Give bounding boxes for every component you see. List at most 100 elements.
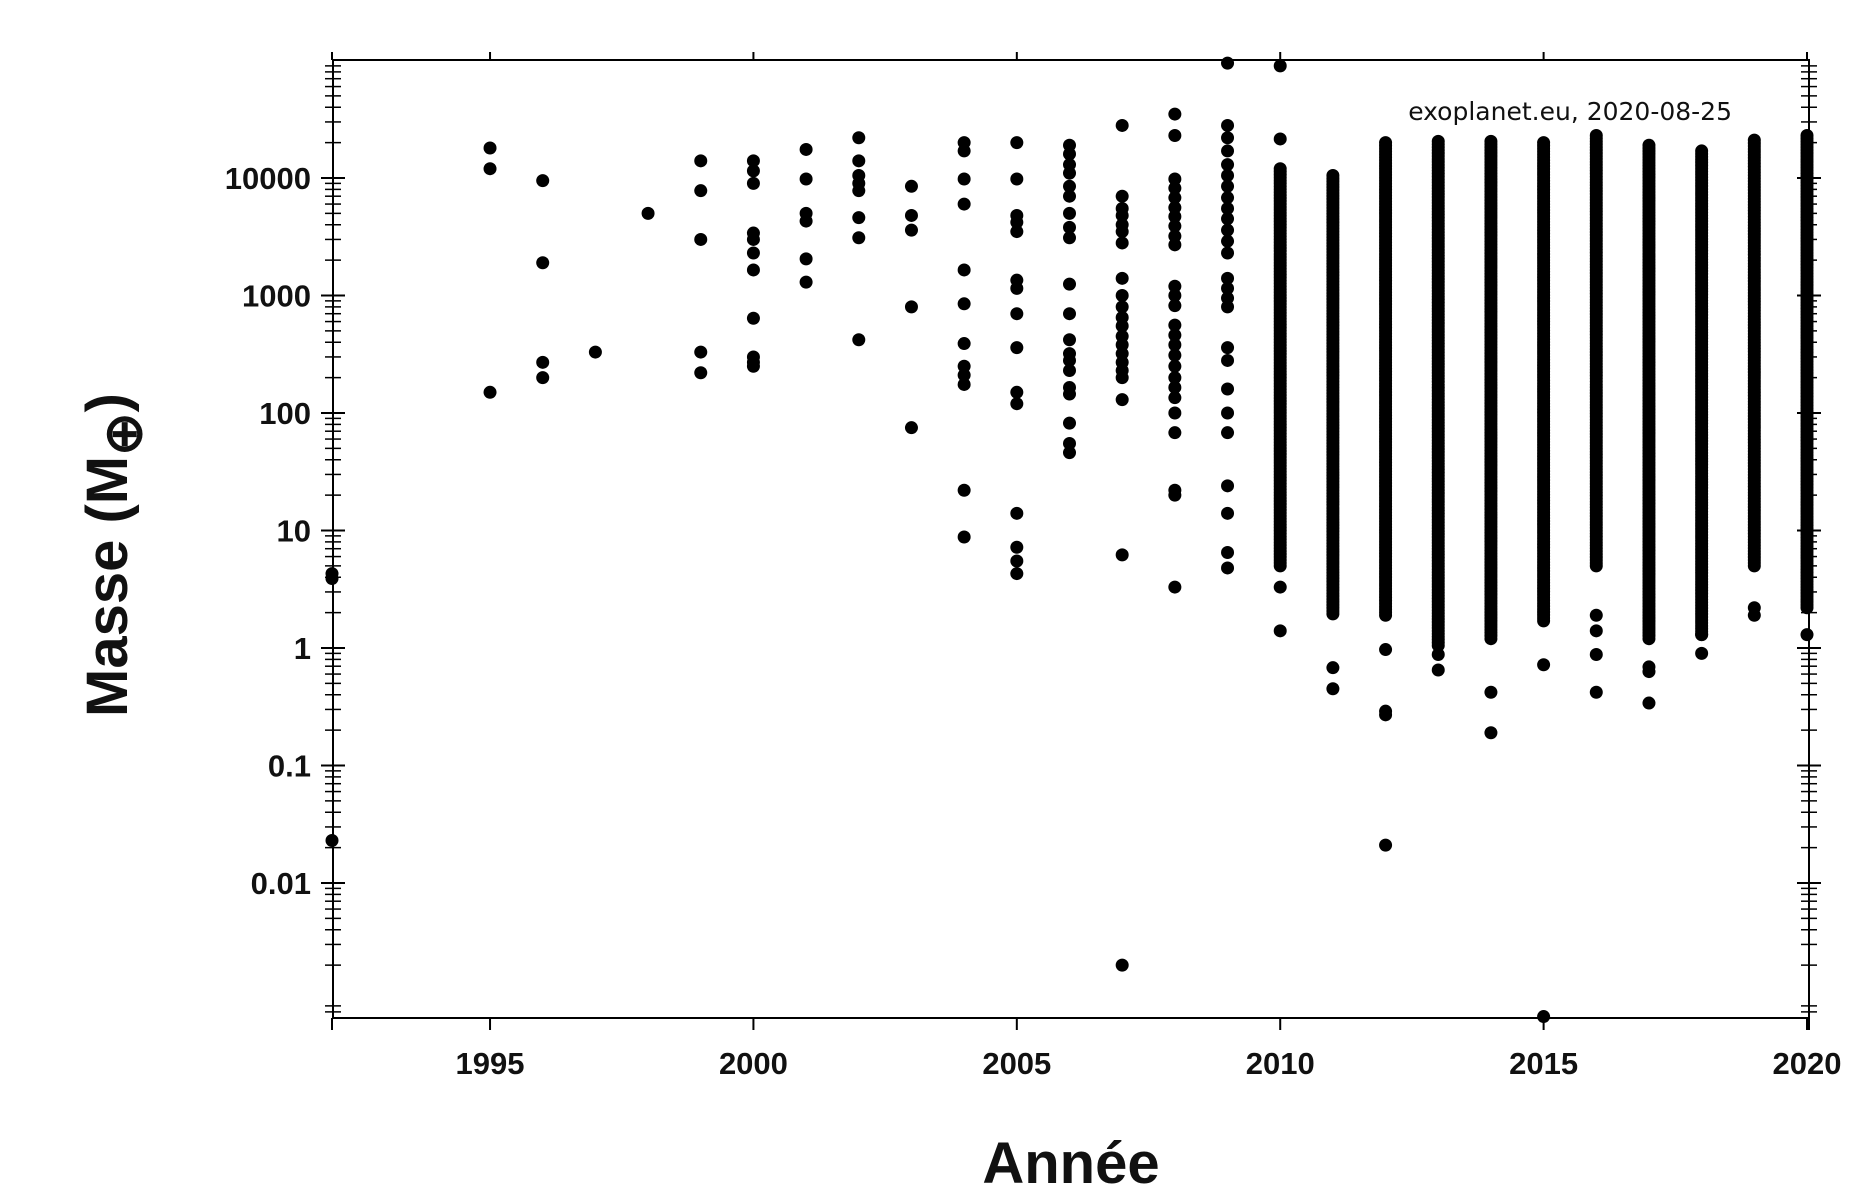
data-point	[852, 154, 866, 168]
data-point	[1010, 540, 1024, 554]
data-point	[1010, 215, 1024, 229]
data-point	[641, 206, 655, 220]
data-point	[1695, 646, 1709, 660]
y-axis-title-text: Masse (M	[75, 456, 140, 717]
data-point	[1221, 246, 1235, 260]
data-point	[957, 263, 971, 277]
data-point	[1484, 134, 1498, 148]
data-point	[1747, 133, 1761, 147]
data-point	[1431, 648, 1445, 662]
data-point	[746, 246, 760, 260]
data-point	[536, 371, 550, 385]
data-point	[1010, 385, 1024, 399]
data-point	[799, 172, 813, 186]
data-point	[1326, 169, 1340, 183]
data-point	[483, 141, 497, 155]
plot-frame	[332, 59, 1810, 1019]
data-point	[1221, 382, 1235, 396]
data-point	[1168, 181, 1182, 195]
data-point	[1326, 661, 1340, 675]
data-point	[1010, 506, 1024, 520]
data-point	[1063, 387, 1076, 401]
data-point	[852, 184, 866, 198]
x-tick-label: 2010	[1246, 1046, 1315, 1081]
y-axis-title: Masse (M⊕)	[75, 393, 153, 717]
data-point	[1589, 648, 1603, 662]
data-point	[1115, 118, 1129, 132]
data-point	[1010, 567, 1024, 581]
data-point	[1589, 685, 1603, 699]
data-point	[1010, 225, 1024, 239]
data-point	[1115, 271, 1129, 285]
data-point	[1431, 134, 1445, 148]
data-point	[1221, 131, 1235, 145]
data-point	[1168, 289, 1182, 302]
data-points	[325, 56, 1814, 1024]
data-point	[1221, 191, 1235, 205]
data-point	[1221, 561, 1235, 575]
data-point	[1115, 958, 1129, 972]
data-point	[1221, 212, 1235, 226]
data-point	[1010, 281, 1024, 295]
data-point	[957, 368, 971, 382]
data-point	[1642, 138, 1656, 152]
data-point	[1063, 277, 1076, 291]
data-point	[1168, 338, 1182, 352]
data-point	[1221, 281, 1235, 295]
data-point	[1168, 238, 1182, 252]
data-point	[1115, 225, 1129, 239]
data-point	[1484, 685, 1498, 699]
data-point	[1115, 189, 1129, 203]
data-point	[1168, 210, 1182, 224]
data-point	[325, 572, 339, 586]
data-point	[1800, 128, 1814, 142]
data-point	[1063, 353, 1076, 367]
data-point	[483, 162, 497, 176]
data-point	[1221, 234, 1235, 248]
data-point	[536, 174, 550, 188]
data-point	[1379, 643, 1393, 657]
data-point	[1168, 328, 1182, 342]
data-point	[1221, 179, 1235, 193]
data-point	[1168, 580, 1182, 594]
data-point	[1010, 172, 1024, 186]
data-point	[1063, 446, 1076, 460]
data-point	[1063, 147, 1076, 161]
data-point	[1063, 437, 1076, 451]
data-point	[1379, 136, 1393, 150]
data-point	[536, 256, 550, 270]
data-point	[957, 297, 971, 311]
earth-symbol: ⊕	[95, 412, 153, 456]
data-point	[1221, 506, 1235, 520]
data-point	[1221, 118, 1235, 132]
data-point	[1063, 363, 1076, 377]
data-point	[1168, 299, 1182, 313]
data-point	[1063, 206, 1076, 220]
data-point	[1010, 136, 1024, 150]
data-point	[1221, 271, 1235, 285]
data-point	[694, 184, 708, 198]
data-point	[1010, 554, 1024, 568]
data-point	[1168, 380, 1182, 394]
data-point	[904, 208, 918, 222]
data-point	[694, 154, 708, 168]
data-point	[1221, 341, 1235, 355]
data-point	[1168, 219, 1182, 233]
data-point	[746, 176, 760, 190]
data-point	[1115, 548, 1129, 562]
data-point	[904, 179, 918, 193]
data-point	[1537, 658, 1551, 672]
data-point	[1063, 220, 1076, 234]
x-tick-label: 2005	[982, 1046, 1051, 1081]
data-point	[1115, 236, 1129, 250]
data-point	[957, 172, 971, 186]
data-point	[1168, 279, 1182, 293]
data-point	[904, 223, 918, 237]
x-axis: 1995 2000 2005 2010 2015 2020	[331, 52, 1841, 1081]
data-point	[1168, 488, 1182, 502]
data-point	[1221, 479, 1235, 493]
data-point	[746, 164, 760, 178]
data-point	[1063, 231, 1076, 245]
data-point	[957, 483, 971, 497]
